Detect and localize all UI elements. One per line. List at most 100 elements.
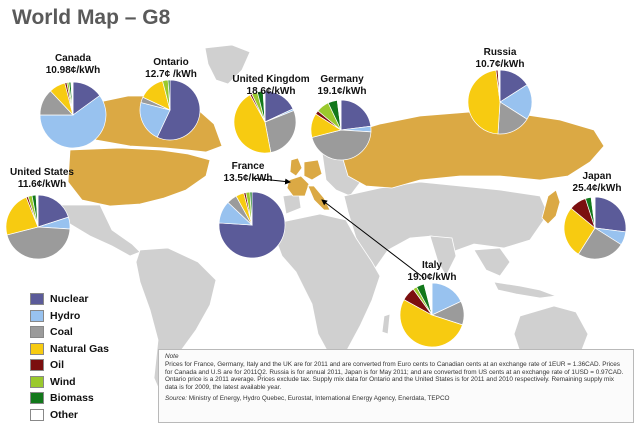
legend-label: Nuclear [50, 293, 89, 306]
legend-item-hydro: Hydro [30, 308, 109, 325]
legend-item-other: Other [30, 407, 109, 424]
legend-item-coal: Coal [30, 324, 109, 341]
note-text: Prices for France, Germany, Italy and th… [165, 360, 624, 392]
region-name: Italy [421, 260, 442, 271]
germany-land [303, 159, 323, 181]
slice-coal [311, 129, 372, 161]
legend: Nuclear Hydro Coal Natural Gas Oil Wind Biomas… [30, 291, 109, 423]
label-united-states: United States 11.6¢/kWh [0, 167, 85, 191]
pie-united-states [5, 194, 71, 260]
slice-coal [264, 110, 297, 153]
slice-nuclear [340, 99, 372, 131]
japan-land [541, 189, 561, 225]
legend-item-wind: Wind [30, 374, 109, 391]
slice-natural-gas [399, 299, 463, 348]
legend-swatch [30, 293, 44, 306]
source-text: Ministry of Energy, Hydro Quebec, Eurost… [187, 394, 450, 402]
legend-swatch [30, 359, 44, 372]
region-price: 25.4¢/kWh [572, 183, 622, 194]
region-price: 13.5¢/kWh [223, 173, 273, 184]
region-name: Japan [582, 171, 612, 182]
slice-natural-gas [467, 69, 501, 135]
legend-item-nuclear: Nuclear [30, 291, 109, 308]
region-price: 19.1¢/kWh [317, 86, 367, 97]
pie-japan [563, 196, 627, 260]
africa-land [275, 213, 381, 357]
slice-hydro [39, 95, 107, 149]
slice-other [590, 196, 596, 229]
slice-natural-gas [5, 196, 39, 236]
pie-france [218, 191, 286, 259]
region-name: France [231, 161, 265, 172]
greenland-land [204, 44, 251, 85]
region-name: United Kingdom [232, 74, 310, 85]
slice-coal [577, 227, 622, 260]
slice-biomass [167, 79, 171, 111]
slice-other [70, 81, 74, 116]
slice-other [336, 99, 342, 131]
label-united-kingdom: United Kingdom 18.6¢/kWh [222, 74, 320, 98]
madagascar-land [381, 313, 391, 335]
label-canada: Canada 10.98¢/kWh [30, 53, 116, 77]
region-price: 18.6¢/kWh [246, 86, 296, 97]
label-france: France 13.5¢/kWh [205, 161, 291, 185]
legend-swatch [30, 375, 44, 388]
region-name: Canada [54, 53, 92, 64]
note-box: Note Prices for France, Germany, Italy a… [158, 349, 634, 423]
italy-arrow [321, 199, 425, 279]
legend-label: Coal [50, 326, 73, 339]
note-heading: Note [165, 353, 179, 360]
legend-item-oil: Oil [30, 357, 109, 374]
legend-swatch [30, 392, 44, 405]
label-germany: Germany 19.1¢/kWh [299, 74, 385, 98]
region-name: Germany [320, 74, 364, 85]
legend-swatch [30, 342, 44, 355]
continents [39, 44, 615, 393]
pie-russia [467, 69, 533, 135]
legend-label: Hydro [50, 309, 81, 322]
united-kingdom-land [289, 157, 303, 177]
pie-canada [39, 81, 107, 149]
region-price: 10.98¢/kWh [45, 65, 101, 76]
legend-label: Biomass [50, 392, 94, 405]
legend-item-biomass: Biomass [30, 390, 109, 407]
slice-other [262, 90, 266, 123]
legend-label: Wind [50, 375, 76, 388]
pie-united-kingdom [233, 90, 297, 154]
source-label: Source: [165, 394, 188, 402]
label-russia: Russia 10.7¢/kWh [457, 47, 543, 71]
label-italy: Italy 19.0¢/kWh [389, 260, 475, 284]
region-price: 10.7¢/kWh [475, 59, 525, 70]
slice-natural-gas [563, 207, 596, 255]
slice-hydro [139, 102, 171, 138]
legend-label: Other [50, 408, 79, 421]
legend-label: Natural Gas [50, 342, 109, 355]
region-price: 19.0¢/kWh [407, 272, 457, 283]
united-states-land [67, 147, 211, 207]
southeast-asia-land [473, 247, 511, 277]
slice-nuclear [156, 79, 201, 141]
region-price: 12.7¢ /kWh [145, 69, 197, 80]
label-ontario: Ontario 12.7¢ /kWh [128, 57, 214, 81]
legend-swatch [30, 309, 44, 322]
pie-ontario [139, 79, 201, 141]
slice-coal [6, 226, 71, 260]
region-name: Russia [483, 47, 517, 58]
note-source: Source: Ministry of Energy, Hydro Quebec… [165, 395, 627, 403]
slice-other [35, 194, 39, 228]
italy-land [307, 185, 331, 211]
label-japan: Japan 25.4¢/kWh [554, 171, 640, 195]
iberia-land [282, 193, 302, 215]
legend-swatch [30, 326, 44, 339]
slice-nuclear [594, 196, 627, 233]
slice-other [497, 69, 501, 103]
pointer-arrows [251, 177, 425, 279]
legend-swatch [30, 408, 44, 421]
france-arrow [251, 177, 291, 185]
pie-charts [5, 69, 627, 348]
france-land [286, 175, 310, 197]
pie-italy [399, 282, 465, 348]
slice-nuclear [37, 194, 69, 228]
legend-item-natural-gas: Natural Gas [30, 341, 109, 358]
